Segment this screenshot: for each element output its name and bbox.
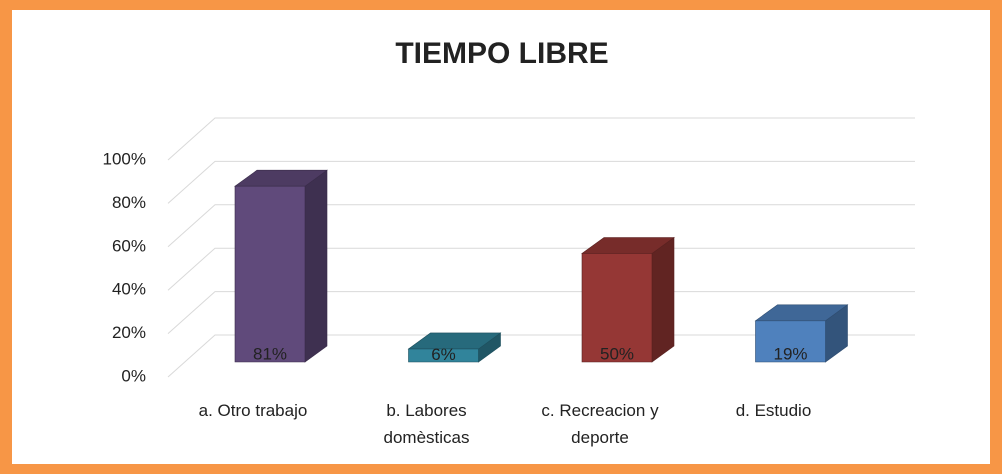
x-tick-label: d. Estudio xyxy=(735,401,812,420)
bar xyxy=(234,169,328,363)
chart-title: TIEMPO LIBRE xyxy=(395,37,608,70)
y-tick-label: 40% xyxy=(112,280,146,299)
grid-line xyxy=(167,204,915,248)
x-tick-label: b. Labores domèsticas xyxy=(383,401,470,447)
value-label: 81% xyxy=(253,344,287,363)
value-label: 6% xyxy=(431,345,456,364)
bar xyxy=(407,332,502,363)
bar xyxy=(754,304,849,363)
bar-front xyxy=(581,253,653,363)
bar-side xyxy=(304,169,328,363)
y-tick-label: 100% xyxy=(103,149,146,168)
y-tick-label: 0% xyxy=(121,366,146,385)
grid-line xyxy=(167,160,915,204)
bar-front xyxy=(408,348,479,363)
value-label: 19% xyxy=(773,344,807,363)
bar-front xyxy=(755,320,826,363)
bar xyxy=(581,236,675,363)
grid-line xyxy=(167,334,915,378)
bar-front xyxy=(234,185,306,363)
y-tick-label: 60% xyxy=(112,236,146,255)
y-tick-label: 20% xyxy=(112,323,146,342)
grid-line xyxy=(167,117,915,161)
y-tick-label: 80% xyxy=(112,193,146,212)
x-tick-label: a. Otro trabajo xyxy=(198,401,308,420)
grid-line xyxy=(167,247,915,291)
value-label: 50% xyxy=(600,344,634,363)
grid-line xyxy=(167,291,915,334)
bar-side xyxy=(651,236,675,363)
x-tick-label: c. Recreacion y deporte xyxy=(541,401,659,447)
